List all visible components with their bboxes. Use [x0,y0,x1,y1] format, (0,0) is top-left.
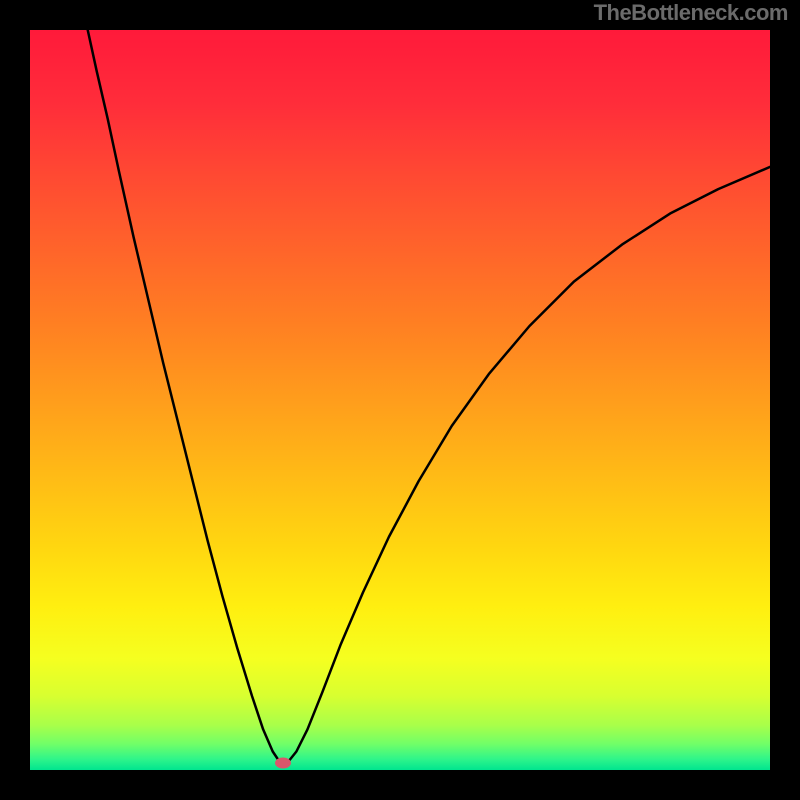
optimum-marker [275,757,291,768]
bottleneck-curve [30,30,770,770]
chart-frame: TheBottleneck.com [0,0,800,800]
plot-area [30,30,770,770]
watermark-text: TheBottleneck.com [594,0,788,26]
